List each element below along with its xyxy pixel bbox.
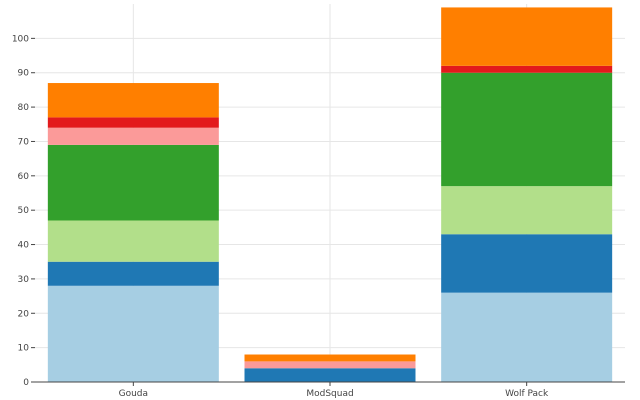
axes: 0 10 20 30 40 50 60 70 80 90 100 Gouda ModSquad Wolf … bbox=[12, 34, 625, 399]
bar-segment-gouda-segment-3 bbox=[47, 220, 219, 262]
bar-segment-wolf-pack-segment-6 bbox=[441, 65, 613, 73]
y-tick-label: 100 bbox=[12, 34, 29, 44]
bars bbox=[47, 7, 613, 382]
y-tick-label: 50 bbox=[18, 206, 30, 216]
bar-segment-wolf-pack-segment-1 bbox=[441, 292, 613, 382]
bar-segment-modsquad-segment-2 bbox=[244, 368, 416, 382]
x-tick-label: Wolf Pack bbox=[505, 389, 549, 399]
y-tick-label: 80 bbox=[18, 103, 30, 113]
y-tick-label: 30 bbox=[18, 275, 30, 285]
bar-segment-gouda-segment-1 bbox=[47, 285, 219, 382]
bar-segment-wolf-pack-segment-3 bbox=[441, 186, 613, 235]
y-tick-label: 20 bbox=[18, 309, 30, 319]
y-tick-label: 40 bbox=[18, 241, 30, 251]
y-tick-label: 10 bbox=[18, 344, 30, 354]
y-tick-label: 0 bbox=[23, 378, 29, 388]
y-tick-label: 70 bbox=[18, 137, 30, 147]
bar-segment-gouda-segment-7 bbox=[47, 83, 219, 118]
bar-segment-gouda-segment-5 bbox=[47, 127, 219, 145]
x-tick-label: Gouda bbox=[119, 389, 148, 399]
y-tick-label: 60 bbox=[18, 172, 30, 182]
bar-segment-gouda-segment-4 bbox=[47, 144, 219, 221]
bar-segment-gouda-segment-6 bbox=[47, 117, 219, 128]
bar-segment-wolf-pack-segment-4 bbox=[441, 72, 613, 187]
bar-segment-gouda-segment-2 bbox=[47, 261, 219, 286]
bar-segment-wolf-pack-segment-2 bbox=[441, 234, 613, 293]
x-tick-label: ModSquad bbox=[306, 389, 353, 399]
y-tick-label: 90 bbox=[18, 69, 30, 79]
bar-segment-wolf-pack-segment-7 bbox=[441, 7, 613, 66]
bar-segment-modsquad-segment-7 bbox=[244, 354, 416, 362]
bar-segment-modsquad-segment-5 bbox=[244, 361, 416, 369]
